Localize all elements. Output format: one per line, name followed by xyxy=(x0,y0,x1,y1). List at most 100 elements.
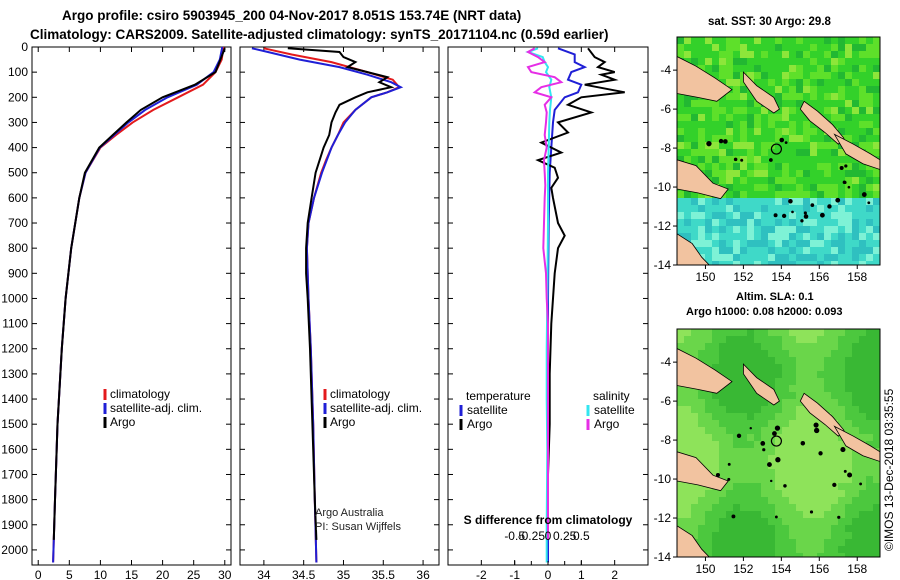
map-cell xyxy=(712,37,719,44)
map-cell xyxy=(824,504,831,511)
map-cell xyxy=(726,364,733,371)
map-cell xyxy=(824,469,831,476)
map-cell xyxy=(838,392,845,399)
map-cell xyxy=(747,240,754,247)
map-cell xyxy=(747,420,754,427)
map-cell xyxy=(824,37,831,44)
map-cell xyxy=(810,476,817,483)
map-cell xyxy=(831,247,838,254)
map-cell xyxy=(761,525,768,532)
map-cell xyxy=(733,490,740,497)
map-cell xyxy=(747,121,754,128)
map-cell xyxy=(873,490,880,497)
map-cell xyxy=(747,441,754,448)
island xyxy=(762,448,766,452)
map-cell xyxy=(838,114,845,121)
map-cell xyxy=(796,448,803,455)
map-cell xyxy=(754,476,761,483)
map-cell xyxy=(817,233,824,240)
map-cell xyxy=(747,205,754,212)
land-mass xyxy=(743,363,780,406)
map-cell xyxy=(845,198,852,205)
map-cell xyxy=(859,378,866,385)
map-cell xyxy=(803,114,810,121)
map-cell xyxy=(775,413,782,420)
map-cell xyxy=(740,539,747,546)
map-cell xyxy=(789,170,796,177)
map-cell xyxy=(698,128,705,135)
map-cell xyxy=(705,455,712,462)
map-cell xyxy=(838,546,845,553)
island xyxy=(839,166,844,171)
legend-title-salinity: salinity xyxy=(593,389,630,403)
map-cell xyxy=(810,51,817,58)
map-cell xyxy=(698,525,705,532)
map-cell xyxy=(712,121,719,128)
island xyxy=(800,440,806,446)
map-cell xyxy=(831,149,838,156)
map-cell xyxy=(740,504,747,511)
map-cell xyxy=(873,546,880,553)
map-cell xyxy=(726,198,733,205)
map-cell xyxy=(775,399,782,406)
map-cell xyxy=(698,107,705,114)
map-cell xyxy=(824,93,831,100)
map-cell xyxy=(719,163,726,170)
map-cell xyxy=(824,343,831,350)
map-cell xyxy=(782,198,789,205)
map-cell xyxy=(684,128,691,135)
map-cell xyxy=(775,546,782,553)
map-cell xyxy=(852,406,859,413)
map-cell xyxy=(796,156,803,163)
map-cell xyxy=(845,399,852,406)
map-cell xyxy=(768,177,775,184)
map-cell xyxy=(796,399,803,406)
map-cell xyxy=(712,343,719,350)
map-cell xyxy=(810,532,817,539)
map-cell xyxy=(726,406,733,413)
map-cell xyxy=(824,156,831,163)
map-cell xyxy=(775,329,782,336)
map-cell xyxy=(838,128,845,135)
map-cell xyxy=(859,65,866,72)
x-tick-label: 2 xyxy=(611,568,618,580)
land-mass xyxy=(677,348,733,394)
map-cell xyxy=(859,329,866,336)
map-cell xyxy=(698,490,705,497)
map-cell xyxy=(754,441,761,448)
map-cell xyxy=(761,518,768,525)
map-cell xyxy=(677,336,684,343)
map-cell xyxy=(873,525,880,532)
map-cell xyxy=(824,226,831,233)
map-cell xyxy=(768,434,775,441)
map-cell xyxy=(782,93,789,100)
map-cell xyxy=(775,240,782,247)
map-cell xyxy=(712,107,719,114)
map-cell xyxy=(712,336,719,343)
map-cell xyxy=(831,184,838,191)
map-cell xyxy=(719,142,726,149)
map-cell xyxy=(768,413,775,420)
island xyxy=(800,219,804,223)
map-cell xyxy=(810,128,817,135)
map-cell xyxy=(852,240,859,247)
map-cell xyxy=(789,254,796,261)
map-cell xyxy=(796,490,803,497)
map-cell xyxy=(712,539,719,546)
map-cell xyxy=(698,44,705,51)
map-cell xyxy=(761,107,768,114)
map-cell xyxy=(747,364,754,371)
map-cell xyxy=(768,490,775,497)
map-cell xyxy=(796,532,803,539)
map-cell xyxy=(817,504,824,511)
map-cell xyxy=(831,72,838,79)
map-cell xyxy=(740,469,747,476)
map-cell xyxy=(705,329,712,336)
map-cell xyxy=(740,191,747,198)
map-cell xyxy=(768,128,775,135)
map-cell xyxy=(845,247,852,254)
map-cell xyxy=(684,212,691,219)
map-y-tick-label: -4 xyxy=(660,63,671,77)
map-cell xyxy=(768,476,775,483)
map-cell xyxy=(705,205,712,212)
